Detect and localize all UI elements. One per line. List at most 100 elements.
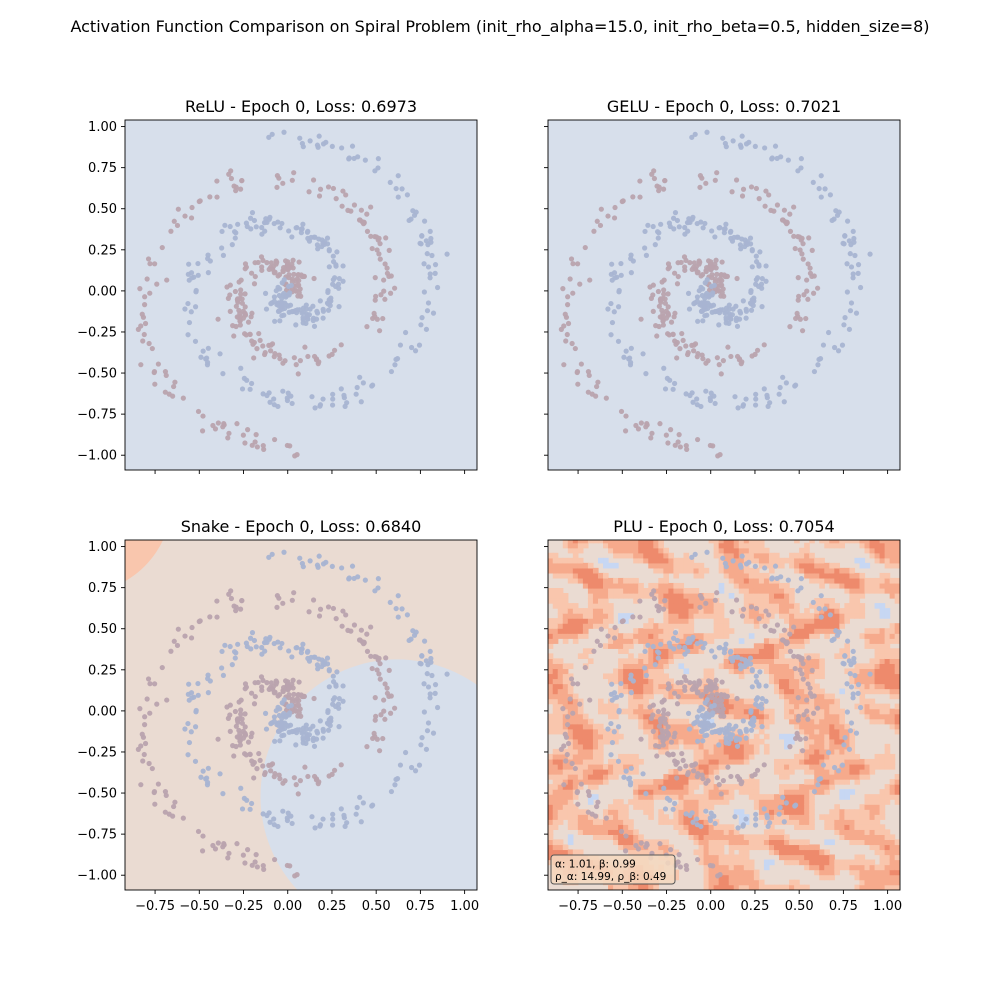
relu-point-class-1 xyxy=(326,264,332,270)
plu-point-class-0 xyxy=(582,664,588,671)
relu-point-class-1 xyxy=(424,251,430,257)
plu-point-class-1 xyxy=(728,648,734,654)
plu-point-class-0 xyxy=(809,693,815,700)
plu-point-class-1 xyxy=(689,554,695,560)
snake-point-class-0 xyxy=(242,751,248,757)
snake-point-class-1 xyxy=(311,743,318,749)
snake-point-class-1 xyxy=(285,703,292,710)
gelu-point-class-0 xyxy=(740,186,747,192)
plu-point-class-1 xyxy=(609,681,615,687)
snake-point-class-0 xyxy=(368,653,374,659)
gelu-point-class-1 xyxy=(642,228,648,235)
snake-point-class-0 xyxy=(227,728,233,735)
relu-point-class-1 xyxy=(392,362,398,368)
relu-point-class-0 xyxy=(227,308,233,314)
gelu-point-class-1 xyxy=(703,301,709,307)
plu-point-class-1 xyxy=(628,690,634,696)
snake-point-class-0 xyxy=(275,693,281,699)
snake-point-class-1 xyxy=(423,658,429,664)
snake-point-class-1 xyxy=(369,803,375,809)
plu-point-class-0 xyxy=(697,593,704,599)
snake-point-class-1 xyxy=(300,641,306,647)
plu-point-class-0 xyxy=(795,717,801,723)
snake-point-class-1 xyxy=(310,737,316,744)
relu-point-class-1 xyxy=(399,186,405,192)
relu-point-class-0 xyxy=(164,277,170,283)
snake-point-class-0 xyxy=(315,781,321,787)
gelu-point-class-1 xyxy=(672,380,678,387)
snake-point-class-0 xyxy=(376,671,382,677)
snake-point-class-1 xyxy=(309,814,315,820)
snake-point-class-1 xyxy=(281,549,287,555)
gelu-point-class-1 xyxy=(704,277,710,283)
plu-point-class-1 xyxy=(852,672,858,679)
gelu-point-class-0 xyxy=(660,322,666,328)
relu-point-class-0 xyxy=(163,372,169,379)
gelu-point-class-0 xyxy=(681,254,688,260)
gelu-point-class-0 xyxy=(665,440,671,446)
plu-point-class-0 xyxy=(694,856,701,863)
snake-point-class-1 xyxy=(279,715,285,721)
gelu-point-class-1 xyxy=(700,318,706,324)
plu-point-class-0 xyxy=(799,671,805,677)
snake-point-class-0 xyxy=(280,600,286,606)
plu-point-class-1 xyxy=(732,814,738,820)
plu-point-class-0 xyxy=(718,692,724,698)
plu-point-class-1 xyxy=(798,576,804,582)
plu-point-class-1 xyxy=(611,729,617,735)
snake-point-class-1 xyxy=(192,758,199,764)
plu-point-class-1 xyxy=(628,676,634,682)
plu-point-class-1 xyxy=(842,653,848,659)
gelu-point-class-1 xyxy=(847,251,853,257)
plu-point-class-1 xyxy=(616,707,622,714)
snake-point-class-0 xyxy=(207,614,213,620)
snake-point-class-0 xyxy=(293,782,299,788)
gelu-point-class-1 xyxy=(695,318,701,324)
snake-point-class-0 xyxy=(297,778,303,784)
relu-point-class-1 xyxy=(412,348,419,354)
snake-ytick-label: −1.00 xyxy=(77,869,117,884)
relu-point-class-0 xyxy=(231,333,237,339)
gelu-point-class-0 xyxy=(560,286,566,292)
gelu-point-class-1 xyxy=(739,236,745,242)
plu-point-class-1 xyxy=(730,726,736,732)
gelu-point-class-1 xyxy=(820,342,827,348)
gelu-point-class-0 xyxy=(717,452,723,458)
gelu-point-class-1 xyxy=(627,359,634,366)
plu-point-class-0 xyxy=(665,686,671,692)
plu-point-class-0 xyxy=(673,761,679,767)
plu-point-class-1 xyxy=(694,714,701,720)
plu-point-class-1 xyxy=(831,764,838,771)
plu-point-class-0 xyxy=(795,654,801,660)
plu-point-class-1 xyxy=(755,703,762,709)
relu-point-class-0 xyxy=(317,186,324,192)
snake-point-class-1 xyxy=(263,726,270,732)
relu-point-class-1 xyxy=(305,228,311,234)
relu-point-class-0 xyxy=(310,177,317,183)
relu-point-class-0 xyxy=(249,270,255,276)
relu-point-class-1 xyxy=(332,283,339,289)
plu-point-class-1 xyxy=(753,816,759,822)
plu-point-class-0 xyxy=(691,680,697,686)
snake-point-class-1 xyxy=(267,819,273,825)
plu-point-class-1 xyxy=(743,735,749,741)
snake-point-class-1 xyxy=(193,707,199,714)
gelu-point-class-1 xyxy=(694,396,700,402)
plu-point-class-1 xyxy=(706,714,712,720)
gelu-point-class-0 xyxy=(633,422,639,429)
snake-point-class-0 xyxy=(372,717,378,723)
snake-point-class-1 xyxy=(417,660,423,666)
relu-point-class-0 xyxy=(239,300,245,306)
gelu-point-class-0 xyxy=(724,273,730,279)
plu-point-class-0 xyxy=(660,606,667,612)
plu-point-class-1 xyxy=(835,768,842,774)
gelu-point-class-1 xyxy=(708,283,715,290)
plu-point-class-1 xyxy=(643,791,649,797)
plu-point-class-0 xyxy=(706,678,712,684)
snake-point-class-0 xyxy=(147,710,153,716)
plu-point-class-0 xyxy=(709,684,715,690)
plu-point-class-0 xyxy=(593,813,599,819)
gelu-point-class-1 xyxy=(727,313,733,319)
gelu-point-class-1 xyxy=(840,240,846,246)
relu-point-class-1 xyxy=(310,317,316,324)
